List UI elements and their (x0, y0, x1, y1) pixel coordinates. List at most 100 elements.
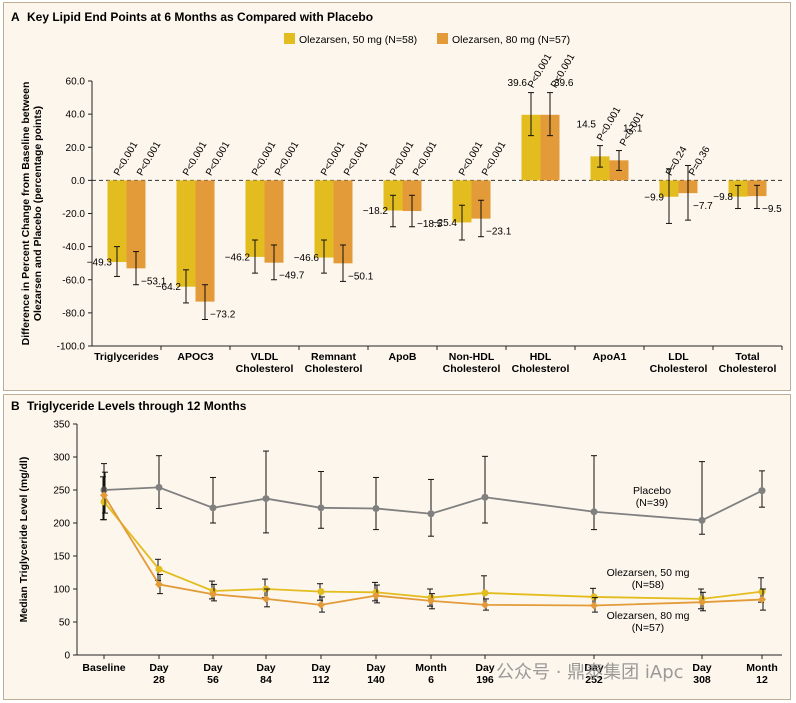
category-label: VLDL (251, 351, 279, 363)
y-tick-label-a: 60.0 (66, 77, 86, 88)
category-label: Remnant (311, 351, 356, 363)
value-label-80mg: −9.5 (762, 204, 782, 215)
value-label-80mg: −50.1 (348, 271, 374, 282)
x-tick-label-b: 56 (207, 674, 219, 686)
marker-placebo (100, 486, 108, 494)
value-label-80mg: 39.6 (554, 78, 574, 89)
category-label: ApoA1 (593, 351, 627, 363)
value-label-80mg: −73.2 (210, 310, 236, 321)
y-tick-label-b: 350 (53, 420, 70, 431)
category-label: Cholesterol (305, 363, 363, 375)
x-tick-label-b: Day (256, 662, 275, 674)
panel-b (3, 394, 791, 700)
panel-a-letter: A (11, 10, 20, 24)
y-tick-label-b: 50 (59, 618, 71, 629)
x-tick-label-b: Day (366, 662, 385, 674)
series-label-80mg: (N=57) (632, 622, 664, 634)
marker-placebo (317, 504, 325, 512)
x-tick-label-b: Month (746, 662, 778, 674)
marker-50mg (481, 589, 489, 597)
marker-50mg (590, 593, 598, 601)
category-label: Cholesterol (650, 363, 708, 375)
value-label-50mg: −46.2 (225, 252, 251, 263)
value-label-50mg: −9.8 (713, 192, 733, 203)
value-label-80mg: −49.7 (279, 271, 305, 282)
marker-80mg (758, 595, 766, 604)
series-label-placebo: (N=39) (636, 497, 668, 509)
bar-50mg (452, 180, 472, 223)
bar-80mg (195, 180, 215, 302)
marker-80mg (590, 601, 598, 610)
y-tick-label-a: 20.0 (66, 143, 86, 154)
category-label: Cholesterol (512, 363, 570, 375)
category-label: HDL (530, 351, 552, 363)
marker-50mg (758, 588, 766, 596)
panel-b-letter: B (11, 399, 20, 413)
marker-80mg (481, 600, 489, 609)
marker-placebo (209, 504, 217, 512)
x-tick-label-b: 308 (693, 674, 711, 686)
category-label: Non-HDL (449, 351, 495, 363)
x-tick-label-b: Day (203, 662, 222, 674)
legend-label-80mg: Olezarsen, 80 mg (N=57) (452, 34, 570, 46)
x-tick-label-b: 112 (313, 674, 330, 686)
x-tick-label-b: 28 (153, 674, 165, 686)
panel-b-title: Triglyceride Levels through 12 Months (27, 399, 247, 413)
p-value-80mg: P=0.36 (687, 144, 713, 178)
y-axis-label-b: Median Triglyceride Level (mg/dl) (18, 457, 30, 623)
legend-swatch-80mg (437, 33, 448, 44)
y-tick-label-a: 40.0 (66, 110, 86, 121)
y-tick-label-b: 100 (53, 585, 70, 596)
x-tick-label-b: 6 (428, 674, 434, 686)
series-label-80mg: Olezarsen, 80 mg (607, 610, 690, 622)
category-label: Cholesterol (443, 363, 501, 375)
bar-50mg (176, 180, 196, 287)
watermark: 公众号 · 鼎泰集团 iApc (496, 662, 684, 683)
legend-label-50mg: Olezarsen, 50 mg (N=58) (299, 34, 417, 46)
y-tick-label-b: 250 (53, 486, 70, 497)
value-label-50mg: −64.2 (156, 282, 182, 293)
value-label-80mg: −23.1 (486, 227, 512, 238)
bar-80mg (471, 180, 491, 219)
x-tick-label-b: Day (584, 662, 603, 674)
y-tick-label-a: -60.0 (62, 275, 85, 286)
series-label-50mg: Olezarsen, 50 mg (607, 567, 690, 579)
x-tick-label-b: 252 (585, 674, 603, 686)
value-label-80mg: −7.7 (693, 201, 713, 212)
marker-80mg (100, 491, 108, 500)
x-tick-label-b: Day (149, 662, 168, 674)
marker-50mg (155, 565, 163, 573)
y-tick-label-a: -40.0 (62, 242, 85, 253)
y-tick-label-a: -100.0 (57, 342, 86, 353)
y-tick-label-b: 0 (64, 651, 70, 662)
p-value-50mg: P<0.001 (595, 105, 624, 143)
y-axis-label-a-line1: Difference in Percent Change from Baseli… (20, 82, 32, 346)
y-tick-label-b: 300 (53, 453, 70, 464)
marker-placebo (155, 483, 163, 491)
marker-placebo (262, 495, 270, 503)
marker-80mg (317, 600, 325, 609)
category-label: Total (735, 351, 759, 363)
marker-80mg (427, 596, 435, 605)
marker-80mg (209, 590, 217, 599)
bar-50mg (245, 180, 265, 257)
series-label-50mg: (N=58) (632, 579, 664, 591)
category-label: APOC3 (177, 351, 213, 363)
marker-placebo (590, 508, 598, 516)
bar-50mg (590, 156, 610, 181)
x-tick-label-b: 196 (476, 674, 494, 686)
marker-placebo (481, 493, 489, 501)
category-label: ApoB (389, 351, 417, 363)
x-tick-label-b: 84 (260, 674, 272, 686)
bar-50mg (107, 180, 127, 263)
x-tick-label-b: Day (692, 662, 711, 674)
y-axis-label-a-line2: Olezarsen and Placebo (percentage points… (32, 106, 44, 321)
value-label-50mg: 14.5 (577, 119, 597, 130)
bar-80mg (540, 114, 560, 181)
value-label-50mg: −46.6 (294, 253, 320, 264)
legend-swatch-50mg (284, 33, 295, 44)
marker-80mg (698, 598, 706, 607)
bar-50mg (521, 114, 541, 181)
y-tick-label-a: -80.0 (62, 308, 85, 319)
